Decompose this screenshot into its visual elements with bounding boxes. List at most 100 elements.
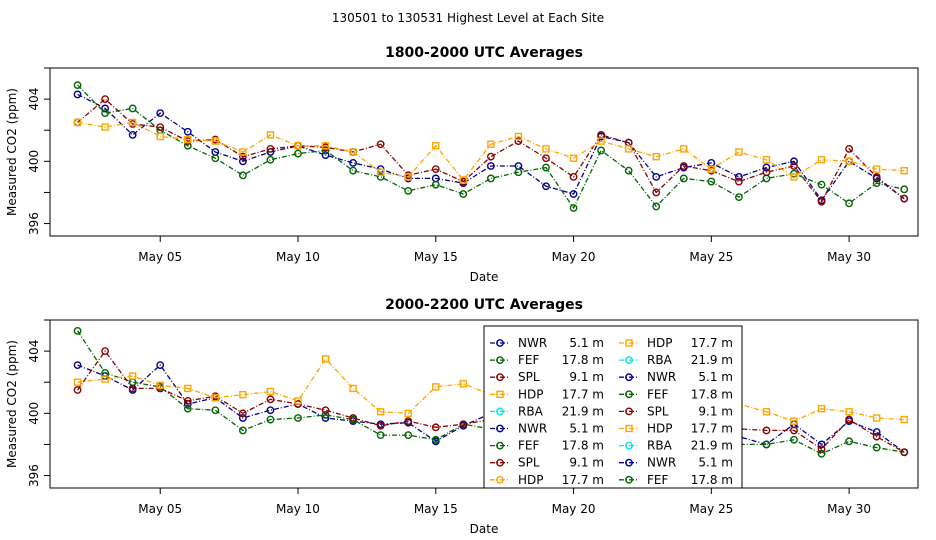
data-point [432,142,440,150]
legend-marker [625,390,633,399]
data-point [845,199,854,208]
legend-site: FEF [518,353,539,367]
legend-site: SPL [647,404,669,418]
x-tick-label: May 20 [552,502,596,516]
legend-item: FEF 17.8 m [490,439,604,453]
data-point [101,375,109,383]
legend-site: HDP [518,387,544,401]
data-point [128,372,137,380]
data-point [156,361,165,370]
legend-site: RBA [647,439,673,453]
legend-height: 21.9 m [691,353,733,367]
data-point [569,154,578,162]
legend-height: 17.8 m [562,439,604,453]
legend-marker [496,373,504,382]
legend-height: 9.1 m [698,404,733,418]
legend-height: 17.7 m [691,422,733,436]
data-point [404,409,412,418]
data-point [211,154,220,163]
legend-item: NWR 5.1 m [490,422,604,436]
data-point [652,152,660,161]
data-point [597,137,605,145]
data-point [872,165,881,173]
data-point [900,194,909,203]
legend-item: NWR 5.1 m [619,370,733,384]
y-tick-label: 396 [27,464,41,487]
data-point [184,384,192,393]
data-point [514,162,523,170]
legend-item: HDP 17.7 m [619,422,733,436]
series-line [77,93,905,202]
data-point [459,420,468,429]
data-point [817,404,826,413]
legend-marker [496,458,504,467]
figure-suptitle: 130501 to 130531 Highest Level at Each S… [332,11,604,25]
x-tick-label: May 15 [414,250,458,264]
data-point [266,144,275,153]
data-point [128,118,137,127]
legend-height: 5.1 m [698,456,733,470]
data-point [238,152,247,161]
series-line [77,121,905,182]
legend-marker [496,441,504,450]
data-point [679,174,688,183]
legend-marker [496,356,504,364]
legend-marker [496,424,504,433]
data-point [73,90,82,99]
legend-item: SPL 9.1 m [490,456,604,470]
x-tick-label: May 20 [552,250,596,264]
data-point [266,131,275,139]
data-point [128,104,137,113]
data-point [266,395,275,404]
data-point [817,197,826,206]
legend-box [483,325,743,489]
data-point [569,190,578,198]
legend-marker [625,424,633,433]
y-tick-label: 396 [27,212,41,235]
data-point [266,155,275,164]
data-point [762,408,771,416]
data-point [817,180,826,189]
data-point [239,148,247,156]
legend-marker [625,407,633,416]
legend-site: NWR [647,370,676,384]
x-tick-label: May 10 [276,502,320,516]
data-point [542,145,550,153]
data-point [238,414,247,422]
series-line [77,84,905,210]
data-point [845,157,853,166]
legend-item: RBA 21.9 m [619,439,733,453]
series-line [77,357,905,422]
data-point [790,157,798,166]
data-point [238,426,247,435]
legend-height: 17.7 m [562,473,604,487]
series-spl [73,95,909,206]
legend-height: 21.9 m [691,439,733,453]
legend-marker [625,475,633,484]
data-point [321,355,330,363]
series-line [77,349,905,453]
data-point [900,448,909,457]
legend-site: SPL [518,456,540,470]
legend-site: SPL [518,370,540,384]
x-tick-label: May 25 [689,250,733,264]
data-point [239,390,247,399]
data-point [101,123,109,131]
data-point [128,384,137,393]
data-point [486,162,495,170]
legend-height: 21.9 m [562,404,604,418]
data-point [845,408,853,416]
legend-item: NWR 5.1 m [490,336,604,350]
data-point [294,142,302,150]
data-point [790,417,798,425]
data-point [569,204,578,212]
data-point [101,104,110,113]
legend-site: NWR [647,456,676,470]
data-point [321,146,330,155]
legend-item: RBA 21.9 m [619,353,733,367]
data-point [376,172,385,181]
data-point [266,415,275,424]
data-point [404,431,413,440]
data-point [404,417,413,426]
data-point [514,132,523,141]
